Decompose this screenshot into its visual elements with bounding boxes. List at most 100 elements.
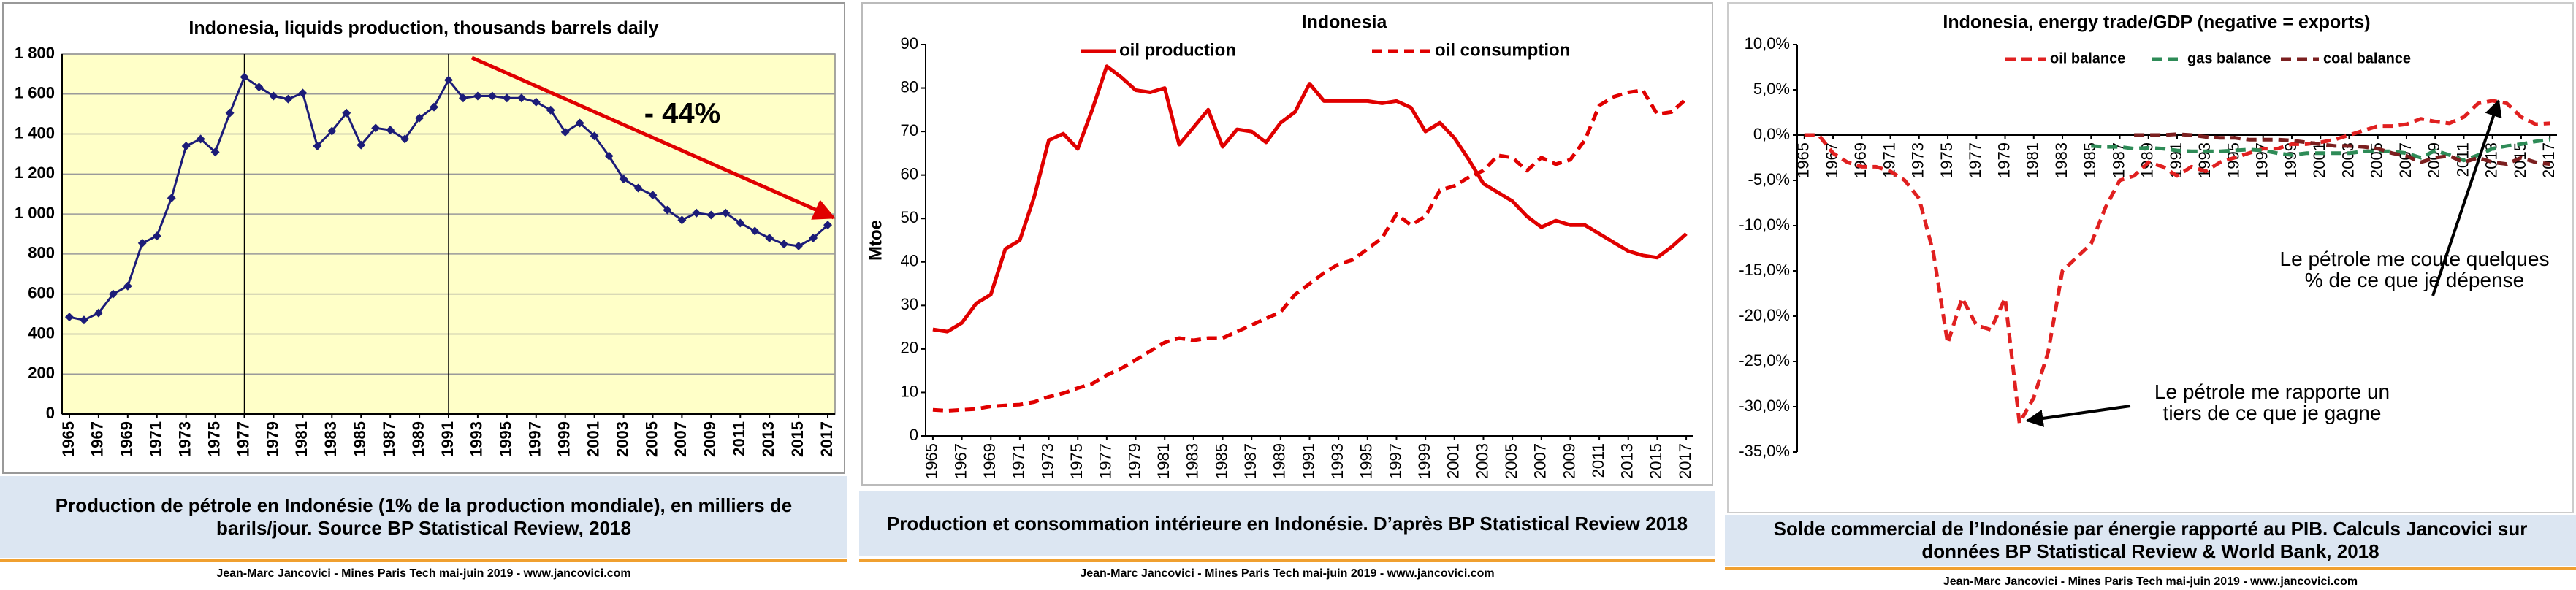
x-tick-label: 2015 bbox=[788, 421, 807, 457]
x-tick-label: 1997 bbox=[1386, 443, 1404, 479]
point bbox=[823, 221, 833, 230]
x-tick-label: 2007 bbox=[1531, 443, 1550, 479]
chart-title: Indonesia, energy trade/GDP (negative = … bbox=[1943, 12, 2370, 33]
point bbox=[604, 151, 614, 161]
x-tick-label: 1993 bbox=[468, 421, 486, 457]
series-line bbox=[1804, 99, 2550, 425]
x-tick-label: 1983 bbox=[2052, 142, 2070, 178]
point bbox=[123, 281, 132, 291]
caption: Production de pétrole en Indonésie (1% d… bbox=[0, 476, 847, 558]
point bbox=[560, 127, 570, 137]
legend-label: oil consumption bbox=[1435, 40, 1570, 60]
x-tick-label: 2013 bbox=[1618, 443, 1636, 479]
y-tick-label: 60 bbox=[901, 164, 918, 183]
point bbox=[152, 231, 161, 241]
x-tick-label: 1981 bbox=[1154, 443, 1173, 479]
x-tick-label: 1977 bbox=[1097, 443, 1115, 479]
x-tick-label: 1969 bbox=[1851, 142, 1870, 178]
point bbox=[575, 118, 584, 128]
x-tick-label: 1985 bbox=[351, 421, 369, 457]
x-tick-label: 2003 bbox=[613, 421, 631, 457]
x-tick-label: 1985 bbox=[1212, 443, 1230, 479]
x-tick-label: 1973 bbox=[1909, 142, 1927, 178]
y-tick-label: 800 bbox=[28, 244, 55, 262]
x-tick-label: 2017 bbox=[2539, 142, 2558, 178]
point bbox=[590, 131, 599, 141]
point bbox=[444, 75, 453, 85]
point bbox=[137, 238, 147, 248]
x-tick-label: 1995 bbox=[2224, 142, 2242, 178]
x-tick-label: 1971 bbox=[147, 421, 165, 457]
x-tick-label: 1995 bbox=[1357, 443, 1376, 479]
panel-frame bbox=[861, 2, 1713, 486]
footer: Jean-Marc Jancovici - Mines Paris Tech m… bbox=[1943, 575, 2358, 588]
x-tick-label: 1975 bbox=[1937, 142, 1956, 178]
point bbox=[181, 141, 191, 150]
y-tick-label: 10,0% bbox=[1745, 34, 1790, 53]
series-line bbox=[2091, 137, 2550, 163]
point bbox=[108, 289, 118, 299]
x-tick-label: 1991 bbox=[438, 421, 457, 457]
point bbox=[473, 91, 482, 101]
point bbox=[225, 108, 235, 118]
x-tick-label: 1977 bbox=[234, 421, 252, 457]
y-tick-label: -20,0% bbox=[1739, 306, 1790, 324]
y-tick-label: -10,0% bbox=[1739, 215, 1790, 234]
x-tick-label: 2017 bbox=[818, 421, 836, 457]
caption: Solde commercial de l’Indonésie par éner… bbox=[1725, 515, 2576, 566]
x-tick-label: 2013 bbox=[759, 421, 777, 457]
x-tick-label: 1981 bbox=[292, 421, 310, 457]
x-tick-label: 2009 bbox=[701, 421, 719, 457]
x-tick-label: 1973 bbox=[1038, 443, 1056, 479]
y-tick-label: 70 bbox=[901, 121, 918, 139]
legend-label: coal balance bbox=[2323, 50, 2411, 66]
point bbox=[633, 183, 643, 193]
y-tick-label: 400 bbox=[28, 323, 55, 342]
x-tick-label: 1973 bbox=[175, 421, 194, 457]
x-tick-label: 1965 bbox=[59, 421, 77, 457]
x-tick-label: 1983 bbox=[321, 421, 340, 457]
point bbox=[517, 93, 526, 103]
point bbox=[240, 72, 249, 82]
point bbox=[254, 83, 264, 92]
separator bbox=[859, 559, 1715, 562]
x-tick-label: 2007 bbox=[2396, 142, 2415, 178]
x-tick-label: 2001 bbox=[584, 421, 602, 457]
y-tick-label: 90 bbox=[901, 34, 918, 53]
x-tick-label: 2017 bbox=[1676, 443, 1694, 479]
point bbox=[663, 205, 672, 215]
x-tick-label: 1979 bbox=[1994, 142, 2013, 178]
x-tick-label: 1967 bbox=[1823, 142, 1841, 178]
point bbox=[313, 141, 322, 150]
point bbox=[706, 210, 716, 220]
x-tick-label: 2005 bbox=[1502, 443, 1520, 479]
x-tick-label: 1969 bbox=[118, 421, 136, 457]
point bbox=[210, 148, 220, 157]
x-tick-label: 2015 bbox=[1647, 443, 1665, 479]
y-tick-label: 1 400 bbox=[15, 123, 55, 142]
x-tick-label: 1967 bbox=[951, 443, 969, 479]
x-tick-label: 2003 bbox=[1473, 443, 1491, 479]
x-tick-label: 2003 bbox=[2339, 142, 2357, 178]
panel-frame bbox=[1727, 2, 2574, 513]
y-tick-label: 5,0% bbox=[1753, 80, 1790, 98]
x-tick-label: 2007 bbox=[671, 421, 690, 457]
x-tick-label: 1971 bbox=[1010, 443, 1028, 479]
x-tick-label: 1979 bbox=[1125, 443, 1143, 479]
x-tick-label: 1991 bbox=[2167, 142, 2185, 178]
x-tick-label: 1999 bbox=[2282, 142, 2300, 178]
x-tick-label: 1965 bbox=[1794, 142, 1813, 178]
y-tick-label: 200 bbox=[28, 364, 55, 382]
x-tick-label: 1965 bbox=[923, 443, 941, 479]
y-tick-label: 50 bbox=[901, 208, 918, 226]
legend-label: oil production bbox=[1119, 40, 1236, 60]
point bbox=[386, 126, 395, 135]
x-tick-label: 1987 bbox=[1241, 443, 1260, 479]
x-tick-label: 1985 bbox=[2081, 142, 2099, 178]
y-tick-label: 30 bbox=[901, 295, 918, 313]
point bbox=[677, 215, 687, 225]
point bbox=[196, 134, 205, 144]
chart-layer: Indonesia, liquids production, thousands… bbox=[15, 12, 2558, 479]
y-tick-label: -30,0% bbox=[1739, 396, 1790, 415]
